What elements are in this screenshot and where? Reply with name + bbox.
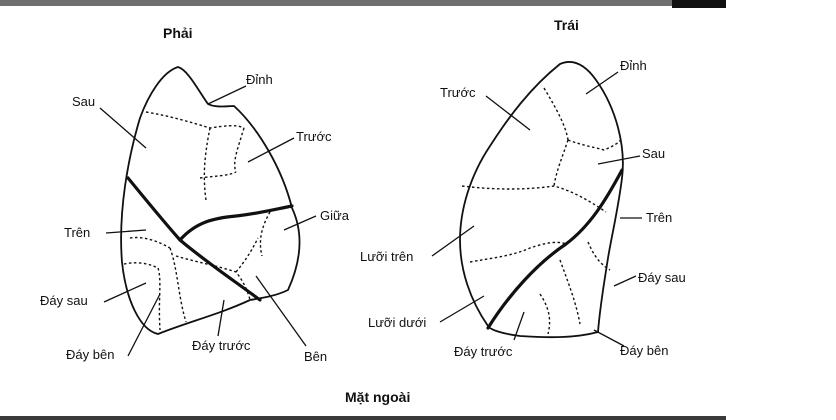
left-label-posterior-basal: Đáy sau	[638, 270, 686, 285]
right-lung: Phải Đỉnh Sau Trước Giữa Trên Đáy sa	[40, 25, 350, 364]
right-segment-line-10	[259, 211, 271, 257]
left-label-anterior-basal: Đáy trước	[454, 344, 513, 359]
top-right-corner-block	[672, 0, 726, 8]
left-segment-line-1	[543, 87, 569, 141]
right-segment-line-7	[169, 247, 187, 323]
left-label-anterior: Trước	[440, 85, 476, 100]
right-superior-leader	[105, 229, 147, 234]
right-horizontal-fissure	[178, 204, 294, 242]
right-segment-line-9	[235, 237, 259, 273]
left-oblique-fissure	[486, 168, 624, 330]
left-label-lateral-basal: Đáy bên	[620, 343, 668, 358]
left-posterior-leader	[597, 155, 641, 165]
bottom-border	[0, 416, 726, 420]
right-segment-line-1	[145, 111, 245, 129]
right-middle-leader	[283, 215, 317, 231]
right-label-anterior-basal: Đáy trước	[192, 338, 251, 353]
right-segment-line-3	[234, 127, 245, 173]
left-inferior-lingular-leader	[439, 295, 485, 323]
left-lung: Trái Đỉnh Trước Sau Trên Lưỡi trên Đáy s…	[360, 17, 686, 359]
left-posterior-basal-leader	[613, 275, 637, 287]
left-segment-line-4	[461, 185, 607, 213]
left-label-superior: Trên	[646, 210, 672, 225]
left-anterior-leader	[485, 95, 531, 131]
top-border	[0, 0, 672, 6]
figure-caption: Mặt ngoài	[345, 389, 410, 405]
right-label-anterior: Trước	[296, 129, 332, 144]
left-anterior-basal-leader	[513, 311, 525, 341]
lung-segments-diagram: Phải Đỉnh Sau Trước Giữa Trên Đáy sa	[40, 17, 686, 405]
right-segment-line-8	[175, 255, 251, 301]
left-segment-line-8	[539, 293, 551, 335]
right-lung-title: Phải	[163, 25, 193, 41]
right-margin	[726, 0, 836, 420]
left-label-inferior-lingular: Lưỡi dưới	[368, 315, 426, 330]
right-segment-line-2	[203, 127, 211, 201]
right-label-posterior: Sau	[72, 94, 95, 109]
right-anterior-basal-leader	[217, 299, 225, 337]
left-segment-line-2	[567, 137, 623, 151]
right-lateral-basal-leader	[127, 293, 161, 357]
right-label-lateral: Bên	[304, 349, 327, 364]
left-segment-line-3	[553, 139, 569, 187]
left-label-superior-lingular: Lưỡi trên	[360, 249, 413, 264]
right-label-superior: Trên	[64, 225, 90, 240]
right-oblique-fissure	[126, 176, 262, 302]
right-apex-leader	[207, 85, 247, 105]
right-lateral-leader	[255, 275, 307, 347]
left-lung-outline	[459, 61, 624, 339]
right-segment-line-5	[129, 236, 171, 249]
left-lung-title: Trái	[554, 17, 579, 33]
left-apex-leader	[585, 71, 619, 95]
right-label-lateral-basal: Đáy bên	[66, 347, 114, 362]
right-posterior-basal-leader	[103, 282, 147, 303]
right-label-posterior-basal: Đáy sau	[40, 293, 88, 308]
right-posterior-leader	[99, 107, 147, 149]
left-segment-line-5	[469, 241, 567, 263]
left-superior-lingular-leader	[431, 225, 475, 257]
right-label-apex: Đỉnh	[246, 72, 273, 87]
right-label-middle: Giữa	[320, 208, 350, 223]
left-label-posterior: Sau	[642, 146, 665, 161]
right-segment-line-4	[199, 171, 237, 179]
left-segment-line-7	[559, 259, 581, 325]
left-label-apex: Đỉnh	[620, 58, 647, 73]
left-lateral-basal-leader	[593, 329, 625, 347]
right-anterior-leader	[247, 137, 295, 163]
